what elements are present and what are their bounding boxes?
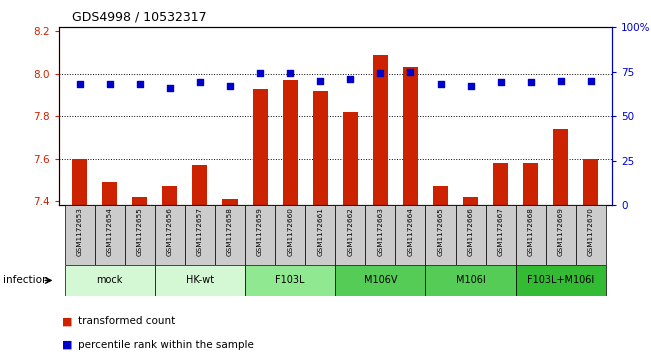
Text: GSM1172661: GSM1172661 — [317, 208, 324, 257]
Text: GSM1172668: GSM1172668 — [528, 208, 534, 257]
Text: GSM1172667: GSM1172667 — [497, 208, 504, 257]
Point — [555, 78, 566, 83]
Text: GSM1172654: GSM1172654 — [107, 208, 113, 257]
Bar — [245, 205, 275, 265]
Bar — [223, 199, 238, 205]
Bar — [132, 197, 147, 205]
Bar — [253, 89, 268, 205]
Bar — [72, 159, 87, 205]
Bar — [553, 129, 568, 205]
Bar — [365, 205, 395, 265]
Bar — [185, 205, 215, 265]
Bar — [193, 165, 208, 205]
Text: GSM1172670: GSM1172670 — [588, 208, 594, 257]
Point — [495, 79, 506, 85]
Text: GSM1172665: GSM1172665 — [437, 208, 443, 257]
Bar — [403, 68, 418, 205]
Bar — [245, 265, 335, 296]
Bar — [125, 205, 155, 265]
Bar — [94, 205, 125, 265]
Point — [436, 81, 446, 87]
Bar — [373, 55, 388, 205]
Point — [255, 70, 266, 76]
Point — [135, 81, 145, 87]
Bar — [64, 265, 155, 296]
Bar — [426, 265, 516, 296]
Point — [165, 85, 175, 91]
Point — [525, 79, 536, 85]
Text: GSM1172669: GSM1172669 — [558, 208, 564, 257]
Text: GSM1172653: GSM1172653 — [77, 208, 83, 257]
Text: M106I: M106I — [456, 276, 486, 285]
Bar — [546, 205, 576, 265]
Text: GSM1172656: GSM1172656 — [167, 208, 173, 257]
Bar — [155, 265, 245, 296]
Text: F103L+M106I: F103L+M106I — [527, 276, 594, 285]
Text: HK-wt: HK-wt — [186, 276, 214, 285]
Bar — [583, 159, 598, 205]
Text: GSM1172659: GSM1172659 — [257, 208, 263, 257]
Point — [586, 78, 596, 83]
Bar — [305, 205, 335, 265]
Text: GSM1172660: GSM1172660 — [287, 208, 293, 257]
Point — [105, 81, 115, 87]
Text: GSM1172662: GSM1172662 — [347, 208, 353, 257]
Bar — [215, 205, 245, 265]
Text: ■: ■ — [62, 340, 72, 350]
Text: ■: ■ — [62, 316, 72, 326]
Bar — [64, 205, 94, 265]
Bar — [335, 205, 365, 265]
Point — [225, 83, 235, 89]
Bar — [523, 163, 538, 205]
Point — [315, 78, 326, 83]
Bar — [395, 205, 426, 265]
Bar — [343, 112, 358, 205]
Text: GSM1172666: GSM1172666 — [467, 208, 473, 257]
Point — [345, 76, 355, 82]
Bar — [426, 205, 456, 265]
Bar — [576, 205, 606, 265]
Text: percentile rank within the sample: percentile rank within the sample — [78, 340, 254, 350]
Text: M106V: M106V — [364, 276, 397, 285]
Point — [465, 83, 476, 89]
Bar — [275, 205, 305, 265]
Text: transformed count: transformed count — [78, 316, 175, 326]
Bar — [516, 205, 546, 265]
Bar — [493, 163, 508, 205]
Bar — [433, 186, 448, 205]
Bar — [102, 182, 117, 205]
Text: GSM1172663: GSM1172663 — [378, 208, 383, 257]
Point — [74, 81, 85, 87]
Text: GSM1172664: GSM1172664 — [408, 208, 413, 257]
Text: GSM1172655: GSM1172655 — [137, 208, 143, 257]
Text: infection: infection — [3, 276, 49, 285]
Bar — [486, 205, 516, 265]
Text: F103L: F103L — [275, 276, 305, 285]
Bar — [283, 80, 298, 205]
Text: GDS4998 / 10532317: GDS4998 / 10532317 — [72, 11, 206, 24]
Bar — [456, 205, 486, 265]
Bar — [162, 186, 177, 205]
Bar — [463, 197, 478, 205]
Point — [285, 70, 296, 76]
Bar — [155, 205, 185, 265]
Point — [195, 79, 205, 85]
Bar — [335, 265, 426, 296]
Point — [375, 70, 385, 76]
Point — [405, 69, 415, 75]
Text: GSM1172658: GSM1172658 — [227, 208, 233, 257]
Bar — [312, 91, 327, 205]
Text: GSM1172657: GSM1172657 — [197, 208, 203, 257]
Text: mock: mock — [96, 276, 123, 285]
Bar — [516, 265, 606, 296]
